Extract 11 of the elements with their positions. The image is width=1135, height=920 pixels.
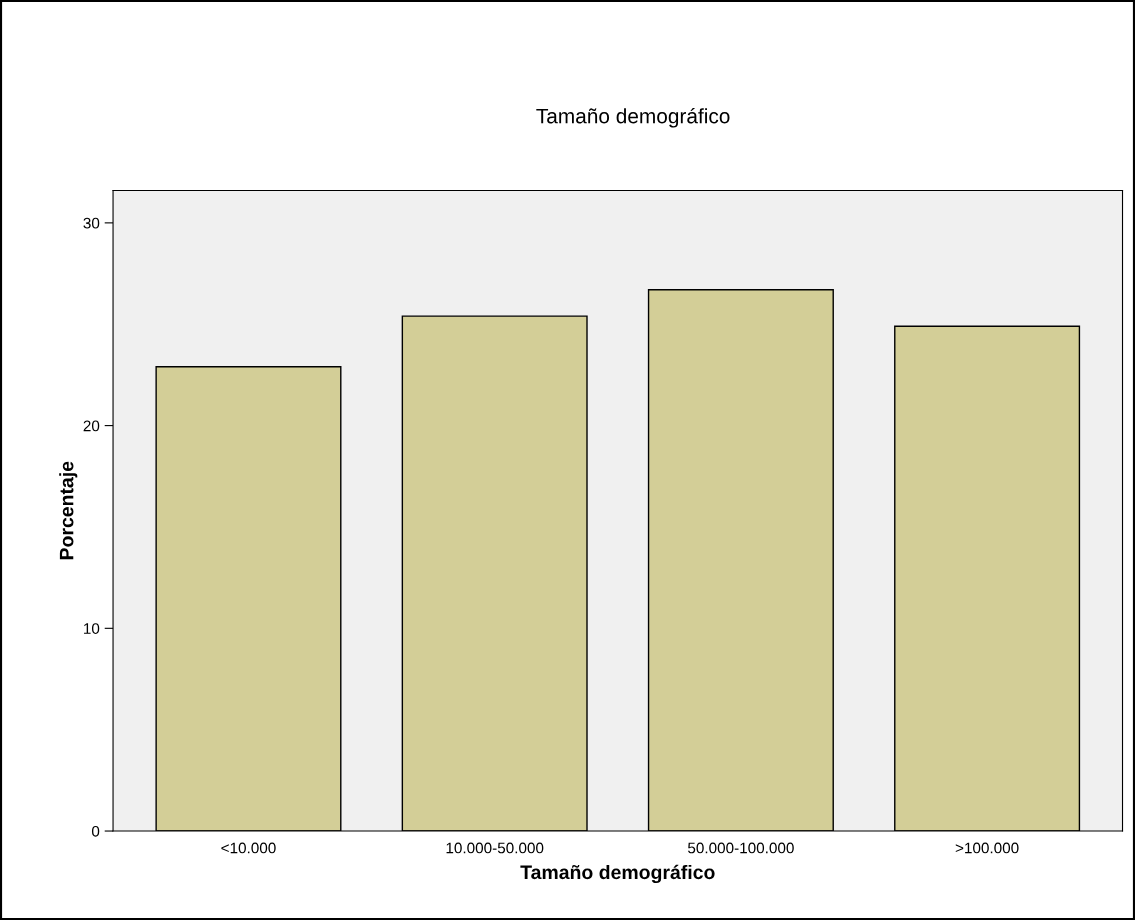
x-tick-label: <10.000	[221, 842, 276, 854]
x-axis-title: Tamaño demográfico	[520, 864, 715, 884]
y-tick-label: 0	[91, 825, 100, 837]
y-axis-title: Porcentaje	[59, 461, 78, 560]
y-tick-label: 30	[83, 217, 100, 229]
x-tick-label: 50.000-100.000	[687, 842, 794, 854]
x-tick-label: >100.000	[955, 842, 1019, 854]
y-tick-label: 20	[83, 420, 100, 432]
x-tick-label: 10.000-50.000	[446, 842, 544, 854]
chart-title: Tamaño demográfico	[536, 107, 730, 128]
y-tick-label: 10	[84, 623, 100, 634]
